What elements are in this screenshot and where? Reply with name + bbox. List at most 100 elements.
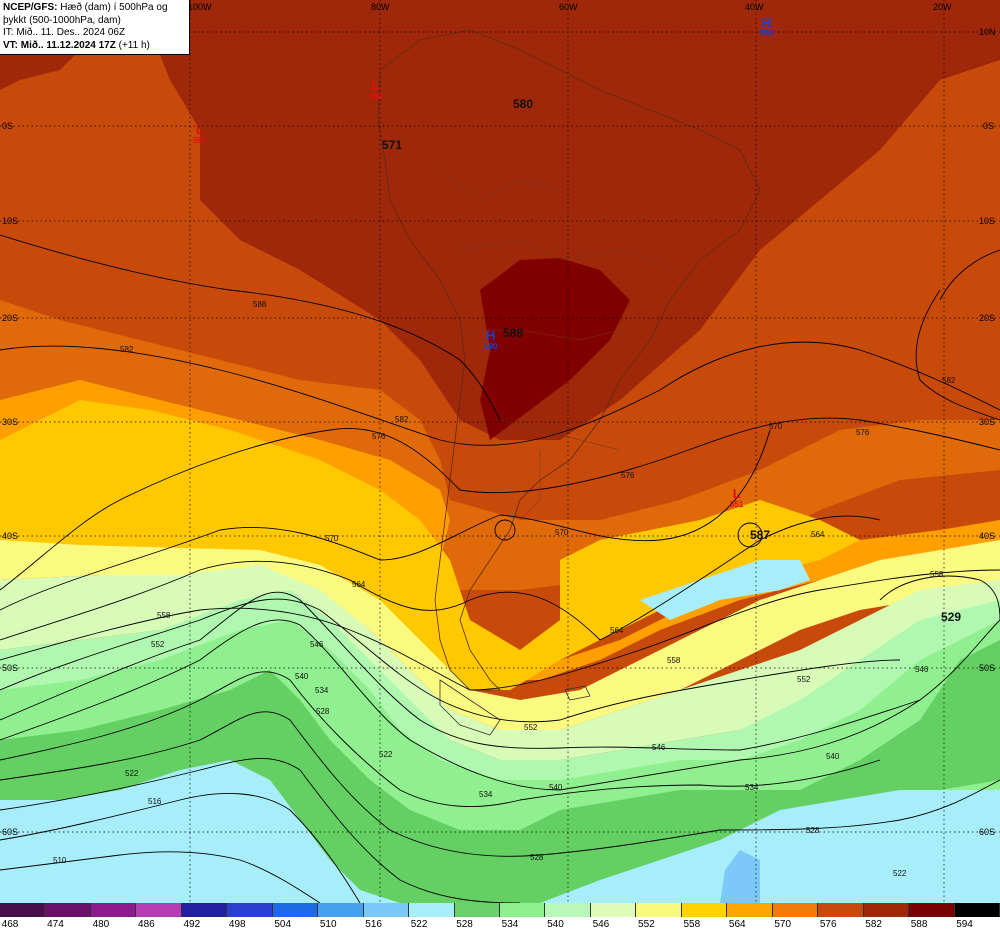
colorbar-swatch <box>272 903 319 917</box>
colorbar-label: 540 <box>547 919 564 930</box>
contour-label: 534 <box>315 686 329 695</box>
colorbar-label: 486 <box>138 919 155 930</box>
contour-label: 546 <box>652 743 666 752</box>
contour-label: 546 <box>915 665 929 674</box>
contour-label: 564 <box>352 580 366 589</box>
contour-582 <box>0 341 1000 446</box>
lon-label: 100W <box>188 2 212 12</box>
contour-label: 534 <box>479 790 493 799</box>
colorbar-label: 558 <box>683 919 701 930</box>
contour-label: 528 <box>530 853 544 862</box>
contour-528 <box>0 711 1000 857</box>
colorbar-labels: 468 474 480 486 492 498 504 510 516 522 528 534 540 5… <box>0 918 1000 934</box>
colorbar-label: 546 <box>592 919 610 930</box>
band-516 <box>720 850 760 903</box>
contour-label: 528 <box>806 826 820 835</box>
contour-558 <box>0 569 1000 691</box>
colorbar-swatch <box>590 903 637 917</box>
colorbar-label: 504 <box>274 919 292 930</box>
contour-570 <box>0 429 771 611</box>
band-522-east <box>540 790 1000 903</box>
contour-label: 564 <box>811 530 825 539</box>
contour-label: 564 <box>610 626 624 635</box>
colorbar-label: 522 <box>410 919 428 930</box>
contour-label: 552 <box>151 640 165 649</box>
colorbar-swatch <box>318 903 364 917</box>
colorbar-label: 564 <box>728 919 746 930</box>
contour-546 <box>0 591 921 751</box>
band-588 <box>480 258 630 440</box>
colorbar-swatch <box>545 903 591 917</box>
colorbar-swatch <box>409 903 455 917</box>
colorbar-swatch <box>136 903 182 917</box>
contour-label: 540 <box>549 783 563 792</box>
tierra-del-fuego <box>439 679 501 736</box>
colorbar-swatch <box>0 903 46 917</box>
country-borders <box>439 169 681 521</box>
colorbar-label: 570 <box>774 919 792 930</box>
model-name: NCEP/GFS: <box>3 2 58 13</box>
map-header: NCEP/GFS: Hæð (dam) í 500hPa og þykkt (5… <box>0 0 190 55</box>
colorbar-label: 594 <box>956 919 973 930</box>
lat-lon-grid <box>0 0 1000 903</box>
contour-label: 576 <box>372 432 386 441</box>
contour-label: 528 <box>316 707 330 716</box>
contour-510 <box>0 851 321 903</box>
weather-map <box>0 0 1000 903</box>
colorbar-label: 480 <box>92 919 110 930</box>
header-line1: Hæð (dam) í 500hPa og <box>57 2 168 13</box>
colorbar-swatch <box>636 903 682 917</box>
lat-label-left: 20S <box>2 313 19 323</box>
colorbar-swatch <box>499 903 546 917</box>
colorbar-swatch <box>818 903 864 917</box>
contour-label: 570 <box>769 422 783 431</box>
colorbar-label: 576 <box>819 919 837 930</box>
contour-label: 510 <box>53 856 67 865</box>
lat-label-right: 0S <box>983 121 995 131</box>
lat-label-right: 60S <box>979 827 996 837</box>
colorbar-swatch <box>772 903 819 917</box>
colorbar-label: 474 <box>47 919 64 930</box>
thickness-label: 587 <box>750 528 771 542</box>
band-522 <box>0 760 400 903</box>
lat-label-right: 10S <box>979 216 996 226</box>
contour-522 <box>0 758 521 903</box>
contour-low-center-2 <box>494 519 516 541</box>
lat-label-right: 30S <box>979 417 996 427</box>
contour-552 <box>0 598 901 723</box>
colorbar-swatch <box>454 903 500 917</box>
contour-564 <box>0 515 881 641</box>
contour-label: 570 <box>555 528 569 537</box>
band-582 <box>150 0 1000 440</box>
falkland-islands <box>564 685 591 701</box>
high-pressure-center: H 585 <box>760 15 774 38</box>
band-522-ne <box>640 560 810 620</box>
low-pressure-center: L 551 <box>730 486 744 509</box>
contour-label: 522 <box>893 869 907 878</box>
lat-label-right: 50S <box>979 663 996 673</box>
lat-label-left: 40S <box>2 531 19 541</box>
contour-label: 540 <box>295 672 309 681</box>
low-pressure-center: L 588 <box>369 78 383 101</box>
colorbar-label: 582 <box>865 919 882 930</box>
contour-label: 534 <box>745 783 759 792</box>
contour-588 <box>0 234 501 421</box>
lat-label-left: 0S <box>2 121 14 131</box>
colorbar-swatch <box>363 903 410 917</box>
contour-ne <box>915 289 1000 421</box>
colorbar-swatch <box>954 903 1000 917</box>
contour-label: 516 <box>148 797 162 806</box>
thickness-label: 571 <box>382 138 403 152</box>
colorbar-swatch <box>45 903 91 917</box>
colorbar-label: 528 <box>456 919 473 930</box>
contour-label: 576 <box>621 471 635 480</box>
colorbar-label: 468 <box>1 919 19 930</box>
lat-label-left: 60S <box>2 827 19 837</box>
contour-label: 576 <box>856 428 870 437</box>
thickness-label: 588 <box>503 326 524 340</box>
lon-label: 40W <box>745 2 764 12</box>
lat-label-left: 10S <box>2 216 19 226</box>
contour-534 <box>0 671 881 808</box>
forecast-hour: (+11 h) <box>115 39 150 51</box>
valid-time: VT: Mið.. 11.12.2024 17Z <box>3 39 116 51</box>
